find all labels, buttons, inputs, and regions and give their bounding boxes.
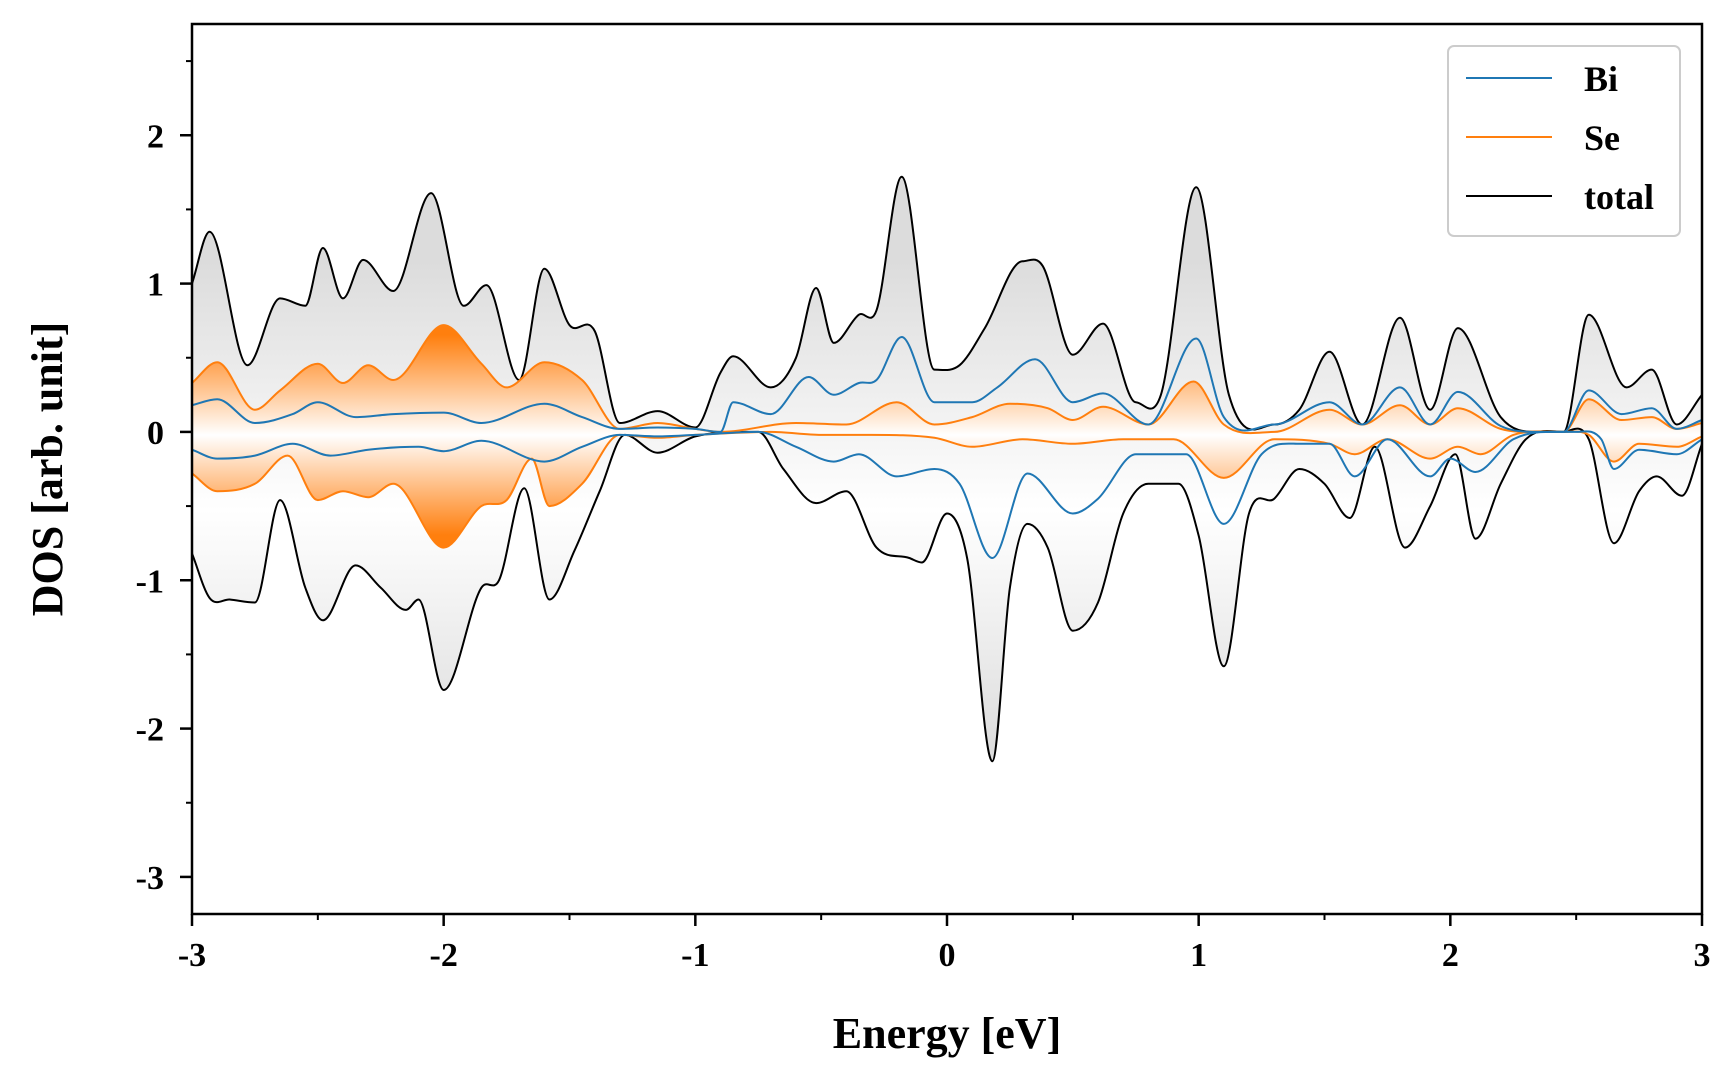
y-tick-label: -3 bbox=[136, 860, 164, 897]
x-tick-label: 3 bbox=[1694, 937, 1711, 974]
series-line-se-down bbox=[192, 430, 1702, 549]
y-tick-label: -2 bbox=[136, 712, 164, 749]
series-line-bi-down bbox=[192, 430, 1702, 560]
fill-layer bbox=[192, 176, 1702, 762]
axes: -3 -2 -1 0 1 2 3 2 1 0 -1 -2 -3 bbox=[136, 60, 1711, 974]
se-fill-band bbox=[192, 325, 1702, 548]
legend-label-se: Se bbox=[1584, 118, 1620, 158]
x-tick-label: -2 bbox=[430, 937, 458, 974]
y-tick-label: 1 bbox=[147, 267, 164, 304]
legend-box bbox=[1447, 45, 1681, 237]
legend-label-bi: Bi bbox=[1584, 59, 1618, 99]
legend-label-total: total bbox=[1584, 177, 1654, 217]
y-tick-label: 2 bbox=[147, 118, 164, 155]
line-layer bbox=[192, 175, 1702, 763]
x-tick-label: -3 bbox=[178, 937, 206, 974]
y-tick-label: -1 bbox=[136, 563, 164, 600]
x-tick-label: 2 bbox=[1442, 937, 1459, 974]
x-tick-label: -1 bbox=[681, 937, 709, 974]
x-axis-label: Energy [eV] bbox=[833, 1009, 1062, 1058]
x-tick-label: 1 bbox=[1190, 937, 1207, 974]
legend: Bi Se total bbox=[1447, 45, 1681, 237]
total-fill-band bbox=[192, 176, 1702, 762]
y-axis-label: DOS [arb. unit] bbox=[23, 322, 72, 617]
series-line-total-up bbox=[192, 175, 1702, 433]
series-line-bi-up bbox=[192, 335, 1702, 433]
y-tick-label: 0 bbox=[147, 415, 164, 452]
series-line-se-up bbox=[192, 324, 1702, 435]
x-tick-label: 0 bbox=[939, 937, 956, 974]
